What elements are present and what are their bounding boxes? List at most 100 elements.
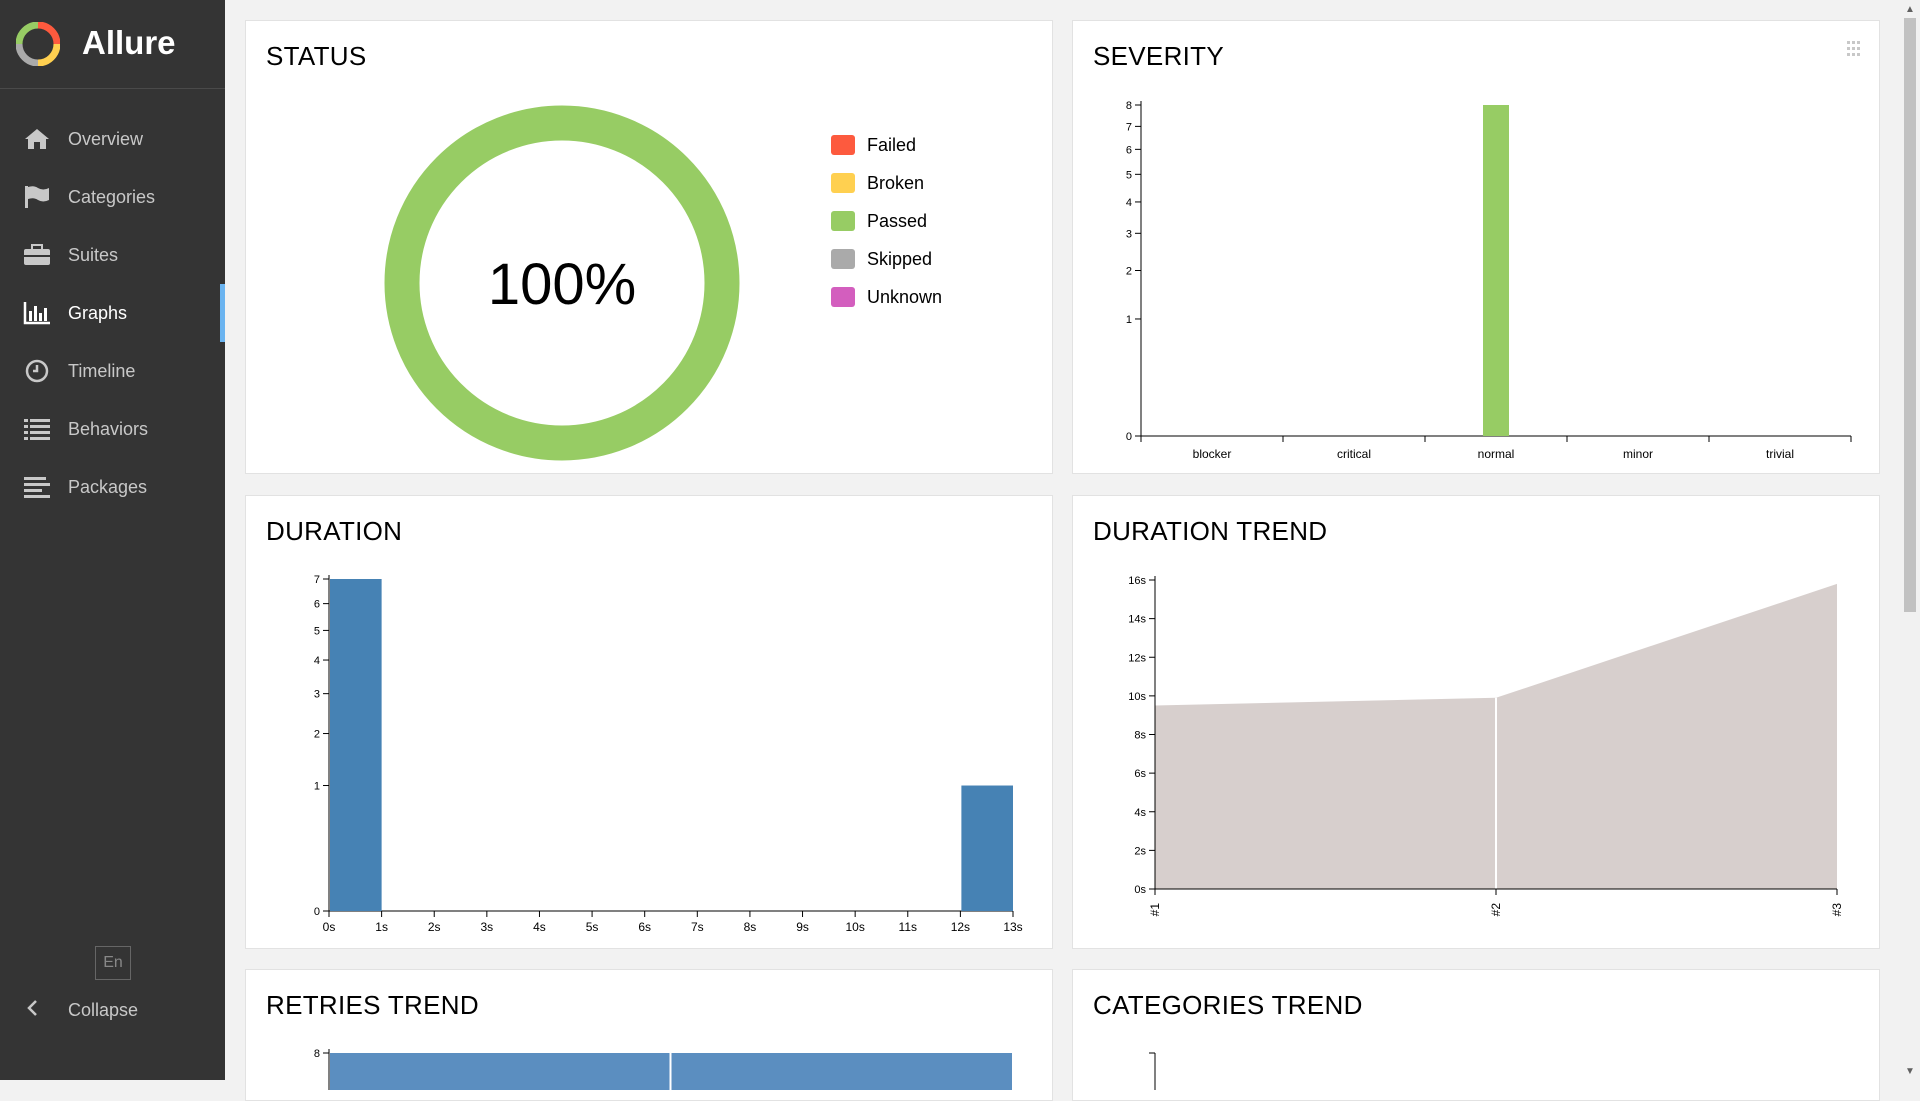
sidebar-item-suites[interactable]: Suites bbox=[0, 226, 225, 284]
y-tick-label: 4s bbox=[1134, 807, 1146, 819]
y-tick-label: 4 bbox=[1126, 197, 1132, 209]
widget-title: RETRIES TREND bbox=[266, 990, 479, 1020]
categories-trend-widget: CATEGORIES TREND bbox=[1072, 969, 1880, 1101]
legend-label: Broken bbox=[867, 172, 925, 193]
widget-title: CATEGORIES TREND bbox=[1093, 990, 1363, 1020]
duration-trend-widget: DURATION TREND 0s 2s 4s 6s 8s 10s 12s 14s 16s #1 #… bbox=[1072, 495, 1880, 949]
severity-chart: 0 1 2 3 4 5 6 7 8 blocker critical normal minor trivi… bbox=[1126, 100, 1852, 461]
page-scrollbar[interactable]: ▲ ▼ bbox=[1900, 0, 1920, 1080]
status-widget: STATUS 100% Failed Broken Passed Skipped… bbox=[245, 20, 1053, 474]
allure-logo-icon bbox=[16, 22, 60, 66]
x-tick-label: #1 bbox=[1148, 903, 1162, 917]
briefcase-icon bbox=[22, 240, 52, 270]
donut-slice-passed[interactable] bbox=[384, 105, 740, 461]
sidebar-item-label: Suites bbox=[68, 244, 119, 265]
x-tick-label: 0s bbox=[323, 920, 336, 934]
x-tick-label: normal bbox=[1478, 447, 1515, 461]
x-tick-label: 4s bbox=[533, 920, 546, 934]
x-tick-label: 1s bbox=[375, 920, 388, 934]
widget-title: STATUS bbox=[266, 41, 367, 71]
x-tick-label: 9s bbox=[796, 920, 809, 934]
scrollbar-thumb[interactable] bbox=[1904, 18, 1916, 612]
language-button[interactable]: En bbox=[95, 946, 131, 980]
legend-swatch bbox=[831, 211, 855, 231]
x-tick-label: critical bbox=[1337, 447, 1371, 461]
sidebar-item-timeline[interactable]: Timeline bbox=[0, 342, 225, 400]
legend-item-unknown[interactable]: Unknown bbox=[831, 278, 942, 316]
sidebar-item-label: Timeline bbox=[68, 360, 136, 381]
retries-trend-chart: 8 bbox=[314, 1048, 1012, 1090]
brand[interactable]: Allure bbox=[0, 0, 225, 89]
duration-bar[interactable] bbox=[961, 785, 1013, 911]
x-tick-label: 11s bbox=[899, 920, 917, 934]
legend-swatch bbox=[831, 249, 855, 269]
sidebar-item-packages[interactable]: Packages bbox=[0, 458, 225, 516]
y-tick-label: 10s bbox=[1128, 691, 1146, 703]
list-icon bbox=[22, 414, 52, 444]
widget-title: SEVERITY bbox=[1093, 41, 1224, 71]
sidebar-item-label: Graphs bbox=[68, 302, 128, 323]
y-tick-label: 3 bbox=[314, 689, 320, 701]
sidebar-item-overview[interactable]: Overview bbox=[0, 110, 225, 168]
legend-label: Failed bbox=[867, 134, 917, 155]
sidebar-item-graphs[interactable]: Graphs bbox=[0, 284, 225, 342]
flag-icon bbox=[22, 182, 52, 212]
y-tick-label: 8s bbox=[1134, 730, 1146, 742]
drag-handle-icon[interactable] bbox=[1847, 41, 1861, 62]
retries-trend-widget: RETRIES TREND 8 bbox=[245, 969, 1053, 1101]
severity-bar-normal[interactable] bbox=[1483, 105, 1509, 436]
x-tick-label: 13s bbox=[1003, 920, 1022, 934]
x-tick-label: 3s bbox=[481, 920, 494, 934]
sidebar-nav: Overview Categories Suites Graphs Timeli… bbox=[0, 110, 225, 516]
status-donut-chart: 100% bbox=[384, 105, 740, 461]
sidebar-item-label: Packages bbox=[68, 476, 148, 497]
sidebar-item-label: Categories bbox=[68, 186, 156, 207]
y-tick-label: 6 bbox=[314, 599, 320, 611]
x-tick-label: 8s bbox=[744, 920, 757, 934]
chevron-left-icon bbox=[26, 999, 38, 1022]
collapse-button[interactable]: Collapse bbox=[0, 990, 225, 1030]
home-icon bbox=[22, 124, 52, 154]
x-tick-label: 10s bbox=[845, 920, 864, 934]
sidebar-item-label: Behaviors bbox=[68, 418, 149, 439]
y-tick-label: 14s bbox=[1128, 614, 1146, 626]
x-tick-label: 5s bbox=[586, 920, 599, 934]
sidebar-item-behaviors[interactable]: Behaviors bbox=[0, 400, 225, 458]
legend-item-failed[interactable]: Failed bbox=[831, 126, 942, 164]
x-tick-label: #2 bbox=[1489, 903, 1503, 917]
y-tick-label: 4 bbox=[314, 655, 320, 667]
y-tick-label: 2s bbox=[1134, 845, 1146, 857]
sidebar: Allure Overview Categories Suites Graphs bbox=[0, 0, 225, 1080]
y-tick-label: 16s bbox=[1128, 575, 1146, 587]
y-tick-label: 1 bbox=[314, 781, 320, 793]
app-name: Allure bbox=[82, 24, 176, 61]
y-tick-label: 6 bbox=[1126, 144, 1132, 156]
legend-item-broken[interactable]: Broken bbox=[831, 164, 942, 202]
x-tick-label: blocker bbox=[1193, 447, 1232, 461]
sidebar-item-categories[interactable]: Categories bbox=[0, 168, 225, 226]
clock-icon bbox=[22, 356, 52, 386]
sidebar-item-label: Overview bbox=[68, 128, 144, 149]
y-tick-label: 5 bbox=[1126, 169, 1132, 181]
duration-widget: DURATION 0 1 2 3 4 5 6 7 0s 1s 2s 3s 4s 5s 6s 7s 8s 9s 10s… bbox=[245, 495, 1053, 949]
x-tick-label: trivial bbox=[1766, 447, 1794, 461]
x-tick-label: minor bbox=[1623, 447, 1653, 461]
legend-swatch bbox=[831, 135, 855, 155]
duration-chart: 0 1 2 3 4 5 6 7 0s 1s 2s 3s 4s 5s 6s 7s 8s 9s 10s 11s 12s 13s bbox=[314, 574, 1023, 934]
y-tick-label: 7 bbox=[1126, 121, 1132, 133]
scroll-up-arrow-icon[interactable]: ▲ bbox=[1905, 3, 1915, 15]
legend-item-skipped[interactable]: Skipped bbox=[831, 240, 942, 278]
y-tick-label: 5 bbox=[314, 625, 320, 637]
align-left-icon bbox=[22, 472, 52, 502]
y-tick-label: 0 bbox=[314, 906, 320, 918]
y-tick-label: 7 bbox=[314, 574, 320, 586]
widget-title: DURATION TREND bbox=[1093, 516, 1328, 546]
duration-bar[interactable] bbox=[330, 579, 382, 911]
collapse-label: Collapse bbox=[68, 999, 139, 1020]
scroll-down-arrow-icon[interactable]: ▼ bbox=[1905, 1065, 1915, 1077]
y-tick-label: 12s bbox=[1128, 652, 1146, 664]
y-tick-label: 8 bbox=[314, 1048, 320, 1060]
legend-swatch bbox=[831, 173, 855, 193]
legend-swatch bbox=[831, 287, 855, 307]
legend-item-passed[interactable]: Passed bbox=[831, 202, 942, 240]
